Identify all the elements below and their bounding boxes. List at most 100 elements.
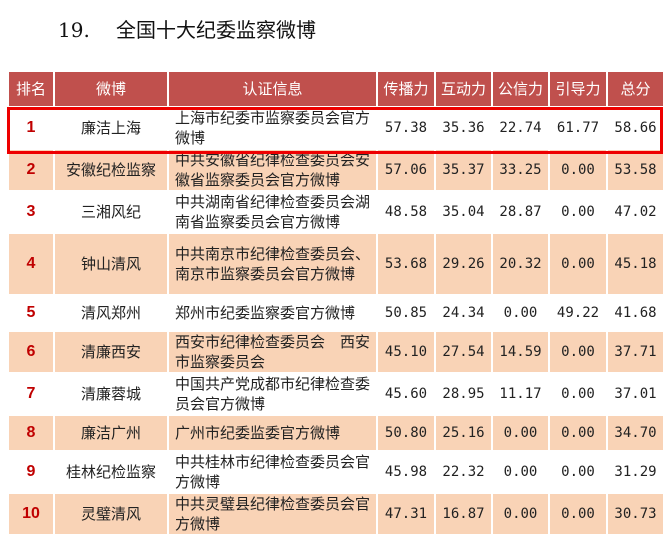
- weibo-name-cell: 清廉蓉城: [53, 372, 169, 416]
- header-info: 认证信息: [167, 70, 378, 108]
- header-interaction: 互动力: [434, 70, 493, 108]
- table-row: 9 桂林纪检监察 中共桂林市纪律检查委员会官方微博 45.98 22.32 0.00 0.0…: [7, 450, 665, 494]
- info-cell: 上海市纪委市监察委员会官方微博: [167, 106, 378, 150]
- total-cell: 30.73: [606, 492, 665, 536]
- credibility-cell: 0.00: [491, 492, 550, 536]
- rank-cell: 1: [7, 106, 55, 150]
- section-title: 19. 全国十大纪委监察微博: [58, 14, 316, 43]
- weibo-name-cell: 桂林纪检监察: [53, 450, 169, 494]
- guidance-cell: 49.22: [548, 294, 608, 332]
- spread-cell: 53.68: [376, 232, 436, 296]
- info-cell: 中共湖南省纪律检查委员会湖南省监察委员会官方微博: [167, 190, 378, 234]
- guidance-cell: 0.00: [548, 190, 608, 234]
- guidance-cell: 61.77: [548, 106, 608, 150]
- spread-cell: 50.85: [376, 294, 436, 332]
- header-weibo: 微博: [53, 70, 169, 108]
- rank-cell: 5: [7, 294, 55, 332]
- weibo-name-cell: 安徽纪检监察: [53, 148, 169, 192]
- table-row: 1 廉洁上海 上海市纪委市监察委员会官方微博 57.38 35.36 22.74 61.77…: [7, 106, 665, 150]
- spread-cell: 48.58: [376, 190, 436, 234]
- table-row: 5 清风郑州 郑州市纪委监察委官方微博 50.85 24.34 0.00 49.22 41.6…: [7, 294, 665, 332]
- total-cell: 34.70: [606, 414, 665, 452]
- table-row: 3 三湘风纪 中共湖南省纪律检查委员会湖南省监察委员会官方微博 48.58 35.04 2…: [7, 190, 665, 234]
- header-credibility: 公信力: [491, 70, 550, 108]
- info-cell: 广州市纪委监委官方微博: [167, 414, 378, 452]
- credibility-cell: 0.00: [491, 414, 550, 452]
- weibo-name-cell: 清廉西安: [53, 330, 169, 374]
- credibility-cell: 0.00: [491, 294, 550, 332]
- rank-cell: 2: [7, 148, 55, 192]
- weibo-name-cell: 钟山清风: [53, 232, 169, 296]
- interaction-cell: 25.16: [434, 414, 493, 452]
- credibility-cell: 0.00: [491, 450, 550, 494]
- guidance-cell: 0.00: [548, 232, 608, 296]
- weibo-name-cell: 廉洁上海: [53, 106, 169, 150]
- credibility-cell: 33.25: [491, 148, 550, 192]
- weibo-name-cell: 清风郑州: [53, 294, 169, 332]
- table-row: 6 清廉西安 西安市纪律检查委员会 西安市监察委员会 45.10 27.54 14.59 0…: [7, 330, 665, 374]
- info-cell: 中共桂林市纪律检查委员会官方微博: [167, 450, 378, 494]
- credibility-cell: 20.32: [491, 232, 550, 296]
- rank-cell: 3: [7, 190, 55, 234]
- weibo-name-cell: 灵璧清风: [53, 492, 169, 536]
- header-total: 总分: [606, 70, 665, 108]
- total-cell: 45.18: [606, 232, 665, 296]
- interaction-cell: 16.87: [434, 492, 493, 536]
- spread-cell: 57.38: [376, 106, 436, 150]
- spread-cell: 47.31: [376, 492, 436, 536]
- spread-cell: 45.10: [376, 330, 436, 374]
- section-number: 19.: [58, 18, 90, 42]
- ranking-table: 排名 微博 认证信息 传播力 互动力 公信力 引导力 总分 1 廉洁上海 上海市纪委市监察委员会官…: [7, 70, 665, 536]
- credibility-cell: 11.17: [491, 372, 550, 416]
- credibility-cell: 14.59: [491, 330, 550, 374]
- interaction-cell: 29.26: [434, 232, 493, 296]
- table-row: 4 钟山清风 中共南京市纪律检查委员会、南京市监察委员会官方微博 53.68 29.26…: [7, 232, 665, 296]
- section-heading: 全国十大纪委监察微博: [116, 18, 316, 42]
- rank-cell: 4: [7, 232, 55, 296]
- total-cell: 53.58: [606, 148, 665, 192]
- interaction-cell: 22.32: [434, 450, 493, 494]
- header-spread: 传播力: [376, 70, 436, 108]
- table-row: 2 安徽纪检监察 中共安徽省纪律检查委员会安徽省监察委员会官方微博 57.06 35.3…: [7, 148, 665, 192]
- total-cell: 58.66: [606, 106, 665, 150]
- total-cell: 37.71: [606, 330, 665, 374]
- credibility-cell: 28.87: [491, 190, 550, 234]
- info-cell: 中国共产党成都市纪律检查委员会官方微博: [167, 372, 378, 416]
- info-cell: 西安市纪律检查委员会 西安市监察委员会: [167, 330, 378, 374]
- total-cell: 41.68: [606, 294, 665, 332]
- guidance-cell: 0.00: [548, 414, 608, 452]
- rank-cell: 9: [7, 450, 55, 494]
- total-cell: 37.01: [606, 372, 665, 416]
- interaction-cell: 35.04: [434, 190, 493, 234]
- total-cell: 47.02: [606, 190, 665, 234]
- spread-cell: 50.80: [376, 414, 436, 452]
- header-rank: 排名: [7, 70, 55, 108]
- guidance-cell: 0.00: [548, 148, 608, 192]
- spread-cell: 45.98: [376, 450, 436, 494]
- interaction-cell: 24.34: [434, 294, 493, 332]
- weibo-name-cell: 廉洁广州: [53, 414, 169, 452]
- credibility-cell: 22.74: [491, 106, 550, 150]
- table-row: 7 清廉蓉城 中国共产党成都市纪律检查委员会官方微博 45.60 28.95 11.17 0…: [7, 372, 665, 416]
- guidance-cell: 0.00: [548, 492, 608, 536]
- rank-cell: 8: [7, 414, 55, 452]
- interaction-cell: 27.54: [434, 330, 493, 374]
- rank-cell: 6: [7, 330, 55, 374]
- spread-cell: 45.60: [376, 372, 436, 416]
- info-cell: 中共灵璧县纪律检查委员会官方微博: [167, 492, 378, 536]
- guidance-cell: 0.00: [548, 372, 608, 416]
- rank-cell: 7: [7, 372, 55, 416]
- interaction-cell: 35.36: [434, 106, 493, 150]
- guidance-cell: 0.00: [548, 330, 608, 374]
- rank-cell: 10: [7, 492, 55, 536]
- table-row: 8 廉洁广州 广州市纪委监委官方微博 50.80 25.16 0.00 0.00 34.70: [7, 414, 665, 452]
- info-cell: 郑州市纪委监察委官方微博: [167, 294, 378, 332]
- guidance-cell: 0.00: [548, 450, 608, 494]
- total-cell: 31.29: [606, 450, 665, 494]
- weibo-name-cell: 三湘风纪: [53, 190, 169, 234]
- interaction-cell: 28.95: [434, 372, 493, 416]
- header-row: 排名 微博 认证信息 传播力 互动力 公信力 引导力 总分: [7, 70, 665, 108]
- spread-cell: 57.06: [376, 148, 436, 192]
- info-cell: 中共南京市纪律检查委员会、南京市监察委员会官方微博: [167, 232, 378, 296]
- header-guidance: 引导力: [548, 70, 608, 108]
